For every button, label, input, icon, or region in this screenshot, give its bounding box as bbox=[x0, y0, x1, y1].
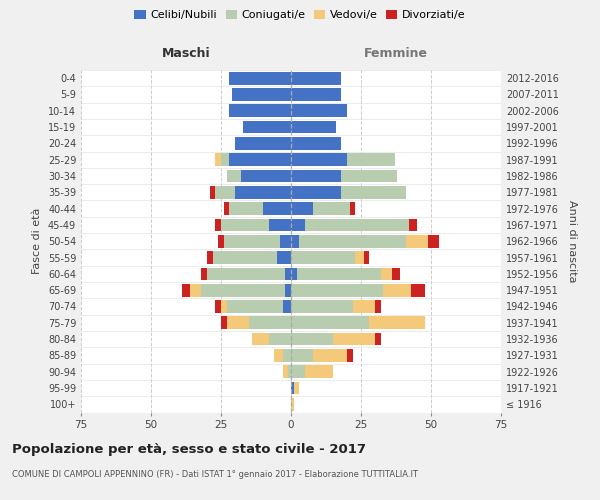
Bar bbox=[249, 316, 291, 329]
Bar bbox=[296, 268, 380, 280]
Bar bbox=[215, 154, 221, 166]
Bar bbox=[291, 72, 341, 85]
Bar bbox=[375, 332, 380, 345]
Text: COMUNE DI CAMPOLI APPENNINO (FR) - Dati ISTAT 1° gennaio 2017 - Elaborazione TUT: COMUNE DI CAMPOLI APPENNINO (FR) - Dati … bbox=[12, 470, 418, 479]
Bar bbox=[202, 268, 207, 280]
Text: Popolazione per età, sesso e stato civile - 2017: Popolazione per età, sesso e stato civil… bbox=[12, 442, 366, 456]
Bar bbox=[294, 382, 299, 394]
Bar bbox=[347, 154, 395, 166]
Bar bbox=[313, 202, 350, 215]
Bar bbox=[232, 88, 291, 101]
Bar bbox=[227, 300, 283, 313]
Bar bbox=[291, 104, 347, 117]
Bar bbox=[277, 251, 291, 264]
Bar bbox=[428, 235, 439, 248]
Bar bbox=[229, 202, 263, 215]
Bar bbox=[305, 218, 409, 232]
Bar bbox=[207, 268, 286, 280]
Bar bbox=[283, 349, 291, 362]
Text: Femmine: Femmine bbox=[364, 47, 428, 60]
Bar bbox=[291, 170, 341, 182]
Bar bbox=[412, 284, 425, 296]
Bar bbox=[235, 137, 291, 150]
Bar bbox=[291, 349, 313, 362]
Bar bbox=[221, 300, 227, 313]
Bar bbox=[291, 202, 313, 215]
Bar bbox=[280, 235, 291, 248]
Bar bbox=[333, 332, 375, 345]
Bar bbox=[291, 154, 347, 166]
Bar bbox=[347, 349, 353, 362]
Bar bbox=[283, 300, 291, 313]
Bar bbox=[380, 268, 392, 280]
Bar bbox=[229, 104, 291, 117]
Bar bbox=[190, 284, 202, 296]
Bar bbox=[291, 120, 336, 134]
Y-axis label: Anni di nascita: Anni di nascita bbox=[567, 200, 577, 282]
Bar bbox=[383, 284, 412, 296]
Bar bbox=[313, 349, 347, 362]
Bar bbox=[210, 186, 215, 198]
Bar bbox=[182, 284, 190, 296]
Bar bbox=[224, 202, 229, 215]
Bar bbox=[286, 284, 291, 296]
Bar bbox=[291, 300, 353, 313]
Bar bbox=[215, 186, 235, 198]
Bar bbox=[305, 366, 333, 378]
Bar bbox=[263, 202, 291, 215]
Bar bbox=[229, 72, 291, 85]
Bar bbox=[286, 268, 291, 280]
Legend: Celibi/Nubili, Coniugati/e, Vedovi/e, Divorziati/e: Celibi/Nubili, Coniugati/e, Vedovi/e, Di… bbox=[130, 6, 470, 25]
Bar bbox=[274, 349, 283, 362]
Bar bbox=[291, 88, 341, 101]
Bar bbox=[291, 218, 305, 232]
Text: Maschi: Maschi bbox=[161, 47, 211, 60]
Bar bbox=[291, 284, 383, 296]
Bar bbox=[406, 235, 428, 248]
Bar bbox=[218, 235, 224, 248]
Bar bbox=[227, 316, 249, 329]
Bar bbox=[291, 398, 294, 410]
Bar bbox=[291, 382, 294, 394]
Bar bbox=[269, 218, 291, 232]
Bar bbox=[283, 366, 288, 378]
Bar bbox=[350, 202, 355, 215]
Bar bbox=[291, 137, 341, 150]
Bar bbox=[291, 251, 355, 264]
Bar bbox=[375, 300, 380, 313]
Bar bbox=[364, 251, 370, 264]
Bar bbox=[291, 235, 299, 248]
Bar bbox=[370, 316, 425, 329]
Bar bbox=[207, 251, 212, 264]
Bar bbox=[291, 268, 296, 280]
Bar bbox=[244, 120, 291, 134]
Bar bbox=[299, 235, 406, 248]
Bar bbox=[353, 300, 375, 313]
Bar bbox=[341, 186, 406, 198]
Bar bbox=[291, 366, 305, 378]
Bar bbox=[355, 251, 364, 264]
Bar bbox=[341, 170, 397, 182]
Bar bbox=[229, 154, 291, 166]
Y-axis label: Fasce di età: Fasce di età bbox=[32, 208, 42, 274]
Bar bbox=[235, 186, 291, 198]
Bar bbox=[252, 332, 269, 345]
Bar bbox=[224, 235, 280, 248]
Bar bbox=[288, 366, 291, 378]
Bar bbox=[212, 251, 277, 264]
Bar bbox=[221, 218, 269, 232]
Bar bbox=[291, 186, 341, 198]
Bar bbox=[202, 284, 286, 296]
Bar bbox=[291, 316, 370, 329]
Bar bbox=[221, 316, 227, 329]
Bar bbox=[291, 332, 333, 345]
Bar bbox=[392, 268, 400, 280]
Bar bbox=[409, 218, 417, 232]
Bar bbox=[215, 218, 221, 232]
Bar bbox=[269, 332, 291, 345]
Bar bbox=[227, 170, 241, 182]
Bar bbox=[241, 170, 291, 182]
Bar bbox=[215, 300, 221, 313]
Bar bbox=[221, 154, 229, 166]
